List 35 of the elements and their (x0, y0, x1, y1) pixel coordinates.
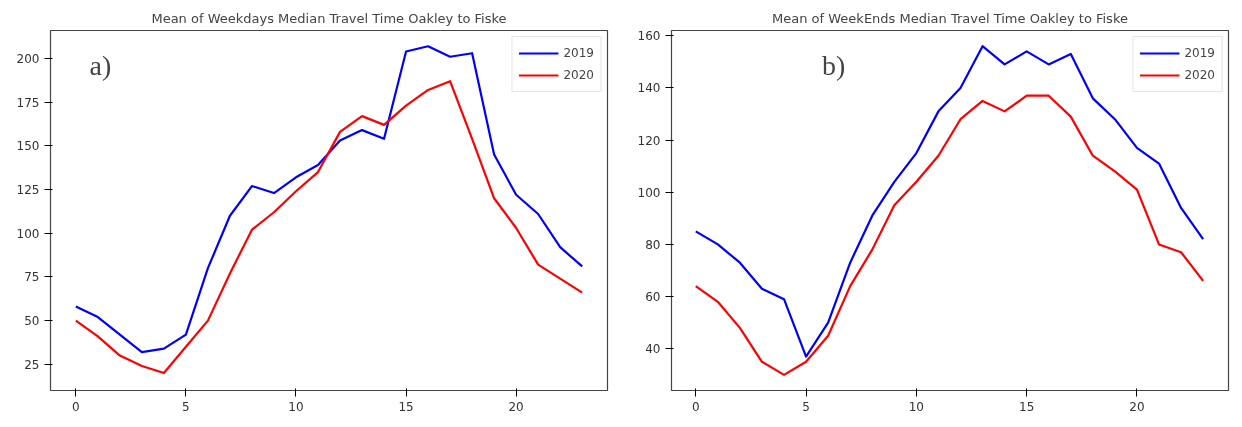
chart-title: Mean of Weekdays Median Travel Time Oakley to Fiske (151, 10, 507, 26)
y-tick-label: 80 (645, 237, 661, 252)
x-tick-label: 0 (691, 399, 700, 414)
y-tick-label: 150 (16, 139, 40, 154)
x-tick-label: 10 (908, 399, 925, 414)
y-tick-label: 40 (645, 342, 661, 357)
y-tick-label: 160 (637, 29, 661, 44)
y-tick-label: 75 (24, 270, 40, 285)
y-tick-label: 100 (16, 226, 40, 241)
x-tick-label: 15 (1019, 399, 1035, 414)
legend-label: 2020 (563, 68, 594, 82)
x-tick-label: 5 (802, 399, 810, 414)
legend-label: 2020 (1184, 68, 1215, 82)
y-tick-label: 60 (645, 290, 661, 305)
x-tick-label: 15 (398, 399, 414, 414)
line-series (694, 94, 1205, 376)
y-tick-label: 175 (16, 95, 40, 110)
y-tick-label: 140 (637, 81, 661, 96)
y-tick-label: 125 (16, 183, 40, 198)
legend-label: 2019 (1184, 46, 1215, 60)
annotation: a) (89, 49, 112, 81)
y-tick-label: 100 (637, 185, 661, 200)
x-tick-label: 20 (508, 399, 524, 414)
y-tick-label: 25 (24, 357, 40, 372)
chart-title: Mean of WeekEnds Median Travel Time Oakley to Fiske (772, 10, 1128, 26)
annotation: b) (821, 49, 846, 81)
y-tick-label: 50 (24, 314, 40, 329)
legend-label: 2019 (563, 46, 594, 60)
x-tick-label: 20 (1129, 399, 1145, 414)
x-tick-label: 0 (72, 399, 80, 414)
y-tick-label: 120 (637, 133, 661, 148)
y-tick-label: 200 (16, 51, 40, 66)
x-tick-label: 10 (288, 399, 304, 414)
x-tick-label: 5 (182, 399, 190, 414)
line-series (74, 80, 584, 375)
